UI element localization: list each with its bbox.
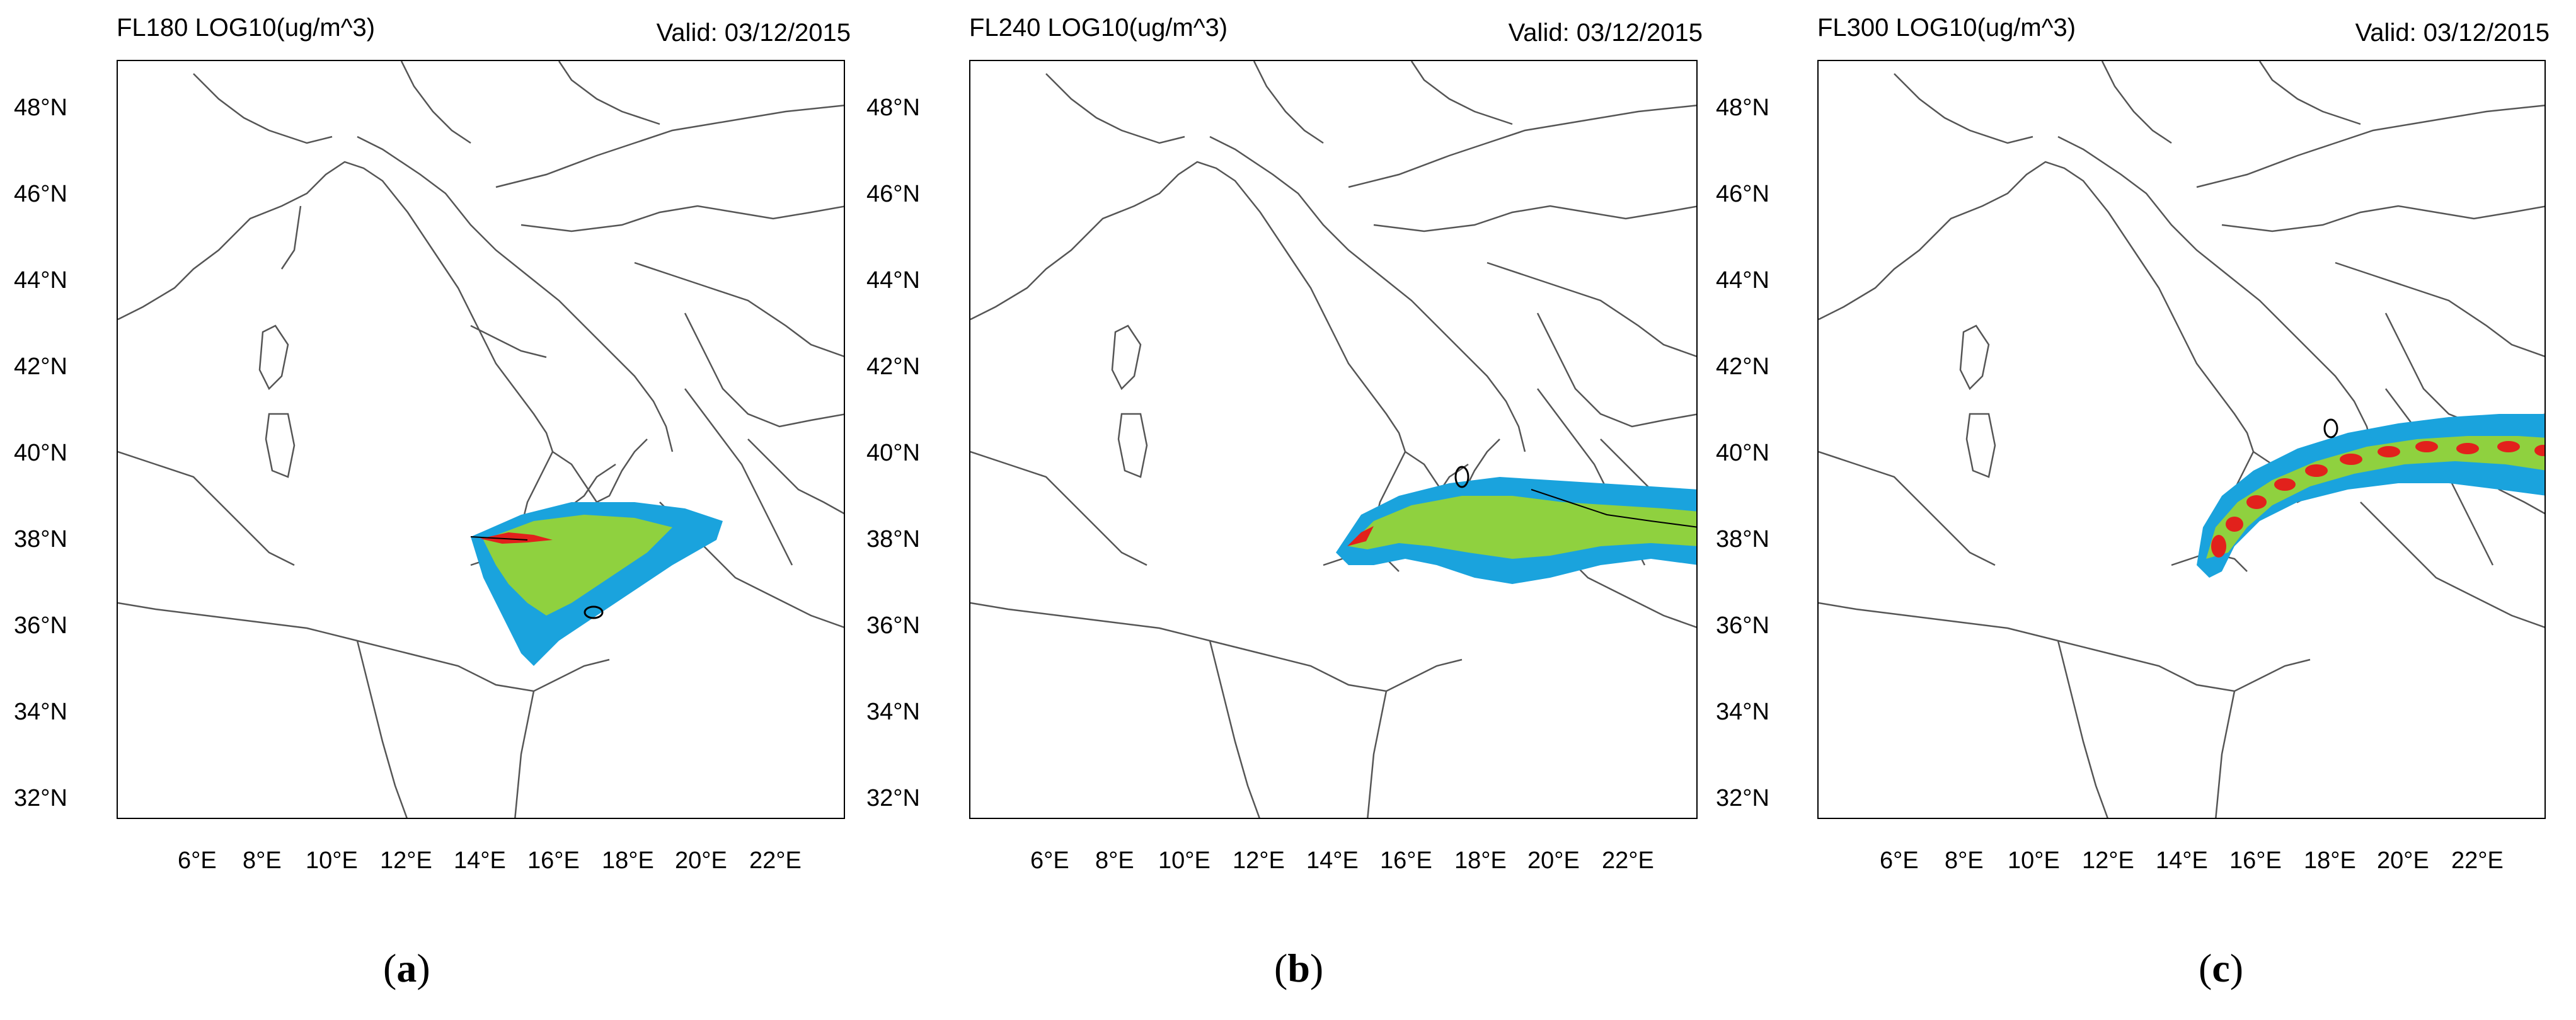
lon-label-12: 12°E — [380, 847, 432, 874]
panel-c: FL300 LOG10(ug/m^3) Valid: 03/12/2015 — [1703, 0, 2576, 1020]
lat-label-42: 42°N — [1716, 353, 1769, 380]
lat-label-34: 34°N — [1716, 699, 1769, 725]
panel-title: FL180 LOG10(ug/m^3) — [117, 14, 376, 42]
ash-plume-c — [2197, 414, 2544, 578]
lon-label-10: 10°E — [1158, 847, 1210, 874]
lon-label-20: 20°E — [675, 847, 727, 874]
map-a — [118, 61, 844, 818]
lon-label-10: 10°E — [2008, 847, 2060, 874]
lat-label-48: 48°N — [1716, 95, 1769, 121]
valid-date: Valid: 03/12/2015 — [2355, 19, 2550, 47]
lon-label-18: 18°E — [2304, 847, 2356, 874]
lat-label-36: 36°N — [866, 612, 920, 639]
lon-label-12: 12°E — [1233, 847, 1285, 874]
valid-date: Valid: 03/12/2015 — [1508, 19, 1703, 47]
lon-label-22: 22°E — [2451, 847, 2504, 874]
lon-label-6: 6°E — [1030, 847, 1069, 874]
lon-label-22: 22°E — [749, 847, 802, 874]
caption-letter: c — [2212, 946, 2230, 990]
lat-label-32: 32°N — [1716, 785, 1769, 811]
lat-label-38: 38°N — [866, 526, 920, 553]
lat-label-42: 42°N — [866, 353, 920, 380]
lon-label-10: 10°E — [306, 847, 358, 874]
map-frame — [1817, 60, 2546, 819]
lon-label-8: 8°E — [243, 847, 282, 874]
lon-label-12: 12°E — [2082, 847, 2134, 874]
panel-caption: (b) — [1274, 946, 1324, 990]
lat-label-32: 32°N — [14, 785, 67, 811]
lat-label-46: 46°N — [866, 181, 920, 207]
map-frame — [117, 60, 845, 819]
lat-label-44: 44°N — [1716, 267, 1769, 294]
ash-plume-b — [1336, 466, 1696, 584]
lat-label-40: 40°N — [866, 440, 920, 466]
lon-label-20: 20°E — [1527, 847, 1580, 874]
lon-label-8: 8°E — [1945, 847, 1984, 874]
lat-label-46: 46°N — [14, 181, 67, 207]
caption-letter: a — [396, 946, 417, 990]
map-c — [1819, 61, 2544, 818]
lat-label-40: 40°N — [14, 440, 67, 466]
lon-label-16: 16°E — [2229, 847, 2282, 874]
lat-label-36: 36°N — [1716, 612, 1769, 639]
lat-label-44: 44°N — [866, 267, 920, 294]
lat-label-36: 36°N — [14, 612, 67, 639]
panel-b: FL240 LOG10(ug/m^3) Valid: 03/12/2015 — [851, 0, 1708, 1020]
lat-label-44: 44°N — [14, 267, 67, 294]
panel-title: FL300 LOG10(ug/m^3) — [1817, 14, 2076, 42]
lon-label-16: 16°E — [1380, 847, 1432, 874]
map-b — [970, 61, 1696, 818]
lon-label-22: 22°E — [1602, 847, 1654, 874]
lon-label-6: 6°E — [178, 847, 217, 874]
panel-caption: (a) — [383, 946, 430, 990]
lat-label-32: 32°N — [866, 785, 920, 811]
lat-label-48: 48°N — [14, 95, 67, 121]
lon-label-14: 14°E — [1306, 847, 1359, 874]
lat-label-48: 48°N — [866, 95, 920, 121]
lat-label-42: 42°N — [14, 353, 67, 380]
lat-label-46: 46°N — [1716, 181, 1769, 207]
lon-label-20: 20°E — [2377, 847, 2429, 874]
panel-title: FL240 LOG10(ug/m^3) — [969, 14, 1228, 42]
lon-label-6: 6°E — [1880, 847, 1919, 874]
lat-label-40: 40°N — [1716, 440, 1769, 466]
lon-label-16: 16°E — [527, 847, 580, 874]
lon-label-8: 8°E — [1095, 847, 1134, 874]
caption-letter: b — [1287, 946, 1310, 990]
lat-label-34: 34°N — [14, 699, 67, 725]
lat-label-38: 38°N — [1716, 526, 1769, 553]
lon-label-14: 14°E — [454, 847, 506, 874]
ash-plume-a — [470, 502, 723, 666]
lon-label-14: 14°E — [2156, 847, 2208, 874]
map-frame — [969, 60, 1698, 819]
valid-date: Valid: 03/12/2015 — [656, 19, 851, 47]
panel-a: FL180 LOG10(ug/m^3) Valid: 03/12/2015 — [0, 0, 857, 1020]
lat-label-34: 34°N — [866, 699, 920, 725]
lat-label-38: 38°N — [14, 526, 67, 553]
panel-caption: (c) — [2199, 946, 2244, 990]
lon-label-18: 18°E — [1454, 847, 1507, 874]
lon-label-18: 18°E — [602, 847, 654, 874]
